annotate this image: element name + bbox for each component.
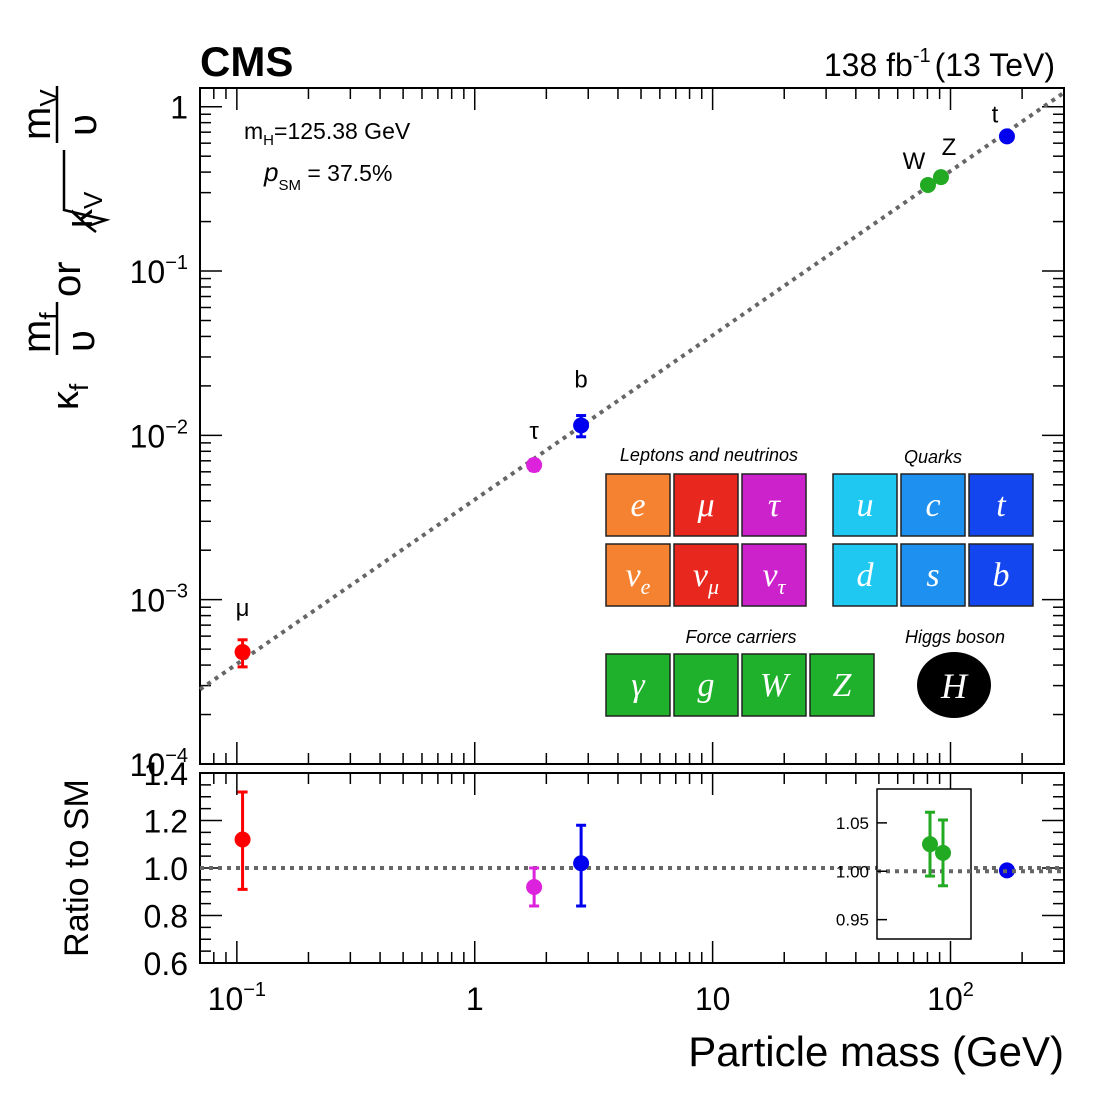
legend-lepton-box: e [605,473,671,537]
legend-quark-box: s [900,543,966,607]
svg-text:Z: Z [833,667,853,704]
x-tick-label: 1 [466,981,484,1017]
main-point [526,457,543,474]
quarks-legend-title: Quarks [904,447,962,467]
sm-expectation-line [198,90,1066,692]
svg-text:νμ: νμ [693,557,719,599]
p-sm-annotation: pSM = 37.5% [263,157,392,194]
main-point [573,417,590,434]
legend-lepton-box: νμ [673,543,739,607]
svg-text:or: or [45,261,89,297]
legend-higgs-box: H [917,652,991,718]
experiment-label: CMS [200,38,293,85]
svg-text:μ: μ [696,487,714,524]
particle-legend: Leptons and neutrinos Quarks Force carri… [605,445,1034,718]
svg-text:H: H [940,666,969,706]
main-data-points: μ τ b WZt [234,101,1015,669]
ratio-point [234,831,251,848]
legend-quark-box: c [900,473,966,537]
legend-lepton-box: τ [741,473,807,537]
main-y-tick-label: 10−3 [130,581,188,619]
svg-text:κf: κf [45,383,94,410]
luminosity-label: 138 fb-1 (13 TeV) [824,45,1055,83]
x-tick-labels: 10−1 1 10 102 [208,979,974,1017]
legend-quark-box: t [968,473,1034,537]
main-point [919,176,936,193]
y-axis-title: κf mf υ or κV mV υ [15,86,111,410]
svg-text:mf: mf [15,312,64,353]
x-tick-label: 10−1 [208,979,266,1017]
svg-text:s: s [926,557,939,594]
svg-text:u: u [857,487,874,524]
legend-lepton-box: μ [673,473,739,537]
ratio-y-tick-label: 0.8 [144,899,188,935]
leptons-legend-title: Leptons and neutrinos [620,445,798,465]
main-y-tick-label: 10−2 [130,416,188,454]
main-y-tick-labels: 1 10−1 10−2 10−3 10−4 [130,90,188,783]
higgs-mass-annotation: mH=125.38 GeV [244,118,411,149]
legend-quark-box: b [968,543,1034,607]
svg-text:c: c [925,487,940,524]
main-point-label: τ [529,418,539,445]
x-tick-label: 10 [695,981,731,1017]
x-tick-label: 102 [927,979,974,1017]
ratio-inset-frame [876,788,972,940]
svg-text:ντ: ντ [763,557,787,599]
ratio-data-points [234,790,1015,908]
svg-text:υ: υ [59,330,103,352]
force-legend-title: Force carriers [685,627,796,647]
svg-text:e: e [630,487,645,524]
ratio-y-tick-labels: 1.4 1.2 1.0 0.8 0.6 [144,756,188,982]
inset-y-tick-label: 0.95 [836,911,869,930]
svg-text:γ: γ [631,667,646,704]
inset-point [935,844,951,861]
ratio-point [526,879,543,895]
main-point-label: b [574,366,587,393]
ratio-y-tick-label: 1.0 [144,851,188,887]
main-point [234,644,251,661]
svg-text:τ: τ [768,487,782,524]
inset-data-points [922,810,951,888]
ratio-y-axis-title: Ratio to SM [58,779,96,957]
inset-y-ticks: 1.05 1.00 0.95 [836,814,887,930]
main-y-tick-label: 1 [170,90,188,126]
svg-text:b: b [993,557,1010,594]
axis-ticks [199,88,1065,964]
main-y-tick-label: 10−1 [130,252,188,290]
main-point-label: Z [942,134,957,161]
main-point-label: μ [236,595,250,622]
inset-y-tick-label: 1.00 [836,862,869,881]
svg-text:νe: νe [626,557,651,599]
main-plot-frame [199,87,1065,765]
main-point [932,169,949,186]
svg-text:υ: υ [61,114,105,136]
x-axis-title: Particle mass (GeV) [688,1028,1064,1075]
svg-text:W: W [760,667,791,704]
higgs-legend-title: Higgs boson [905,627,1005,647]
svg-text:κV: κV [59,191,108,228]
legend-lepton-box: νe [605,543,671,607]
main-y-tick-label: 10−4 [130,745,188,783]
svg-text:t: t [996,487,1007,524]
inset-y-tick-label: 1.05 [836,814,869,833]
main-point-label: W [903,148,926,175]
main-point [998,128,1015,145]
legend-boson-box: W [741,653,807,717]
legend-quark-box: u [832,473,898,537]
ratio-y-tick-label: 0.6 [144,946,188,982]
ratio-point [573,855,590,872]
legend-lepton-box: ντ [741,543,807,607]
legend-boson-box: g [673,653,739,717]
svg-text:g: g [698,667,715,704]
main-point-label: t [992,101,999,128]
svg-text:d: d [857,557,875,594]
legend-boson-box: Z [809,653,875,717]
inset-point [922,836,938,853]
legend-quark-box: d [832,543,898,607]
ratio-y-tick-label: 1.4 [144,756,188,792]
ratio-y-tick-label: 1.2 [144,804,188,840]
legend-boson-box: γ [605,653,671,717]
